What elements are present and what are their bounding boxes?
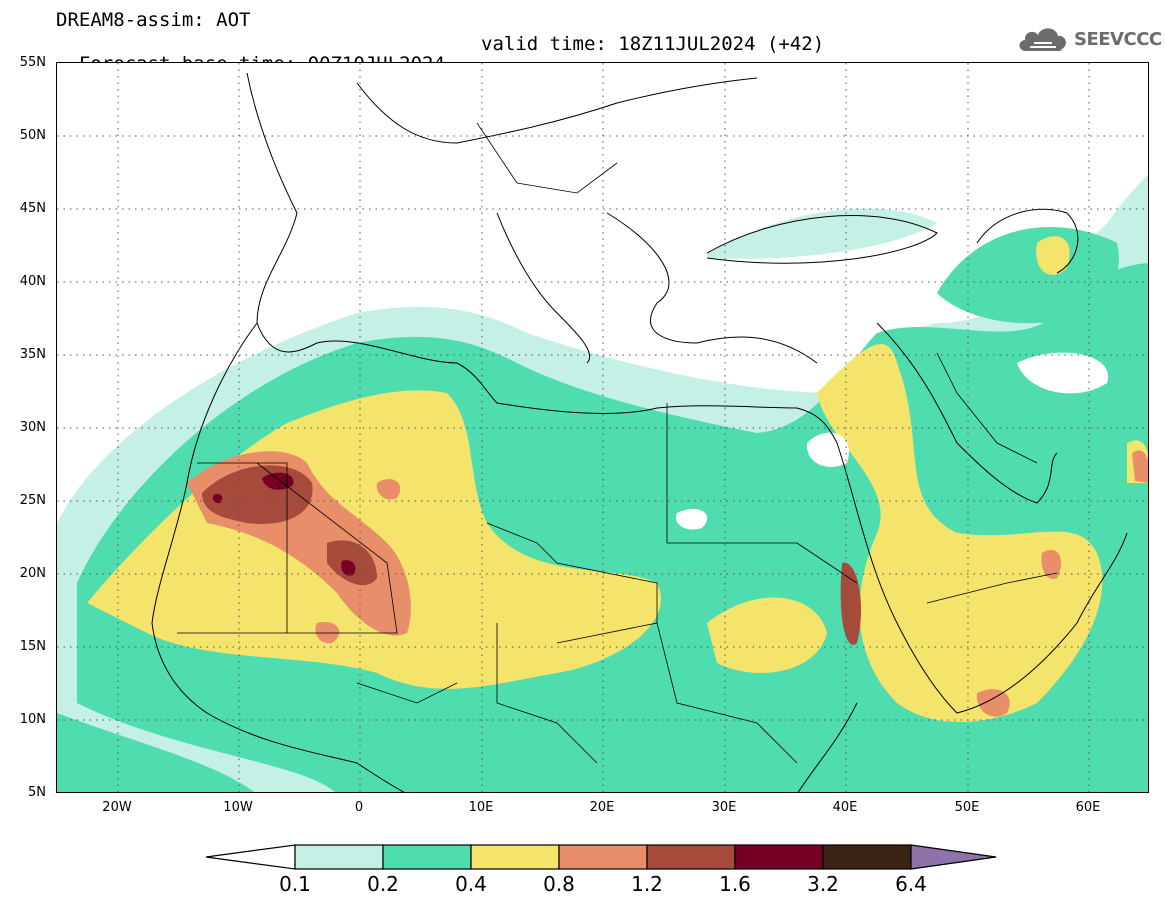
lat-label: 15N <box>19 639 46 654</box>
lat-label: 10N <box>19 712 46 727</box>
legend-colorbar <box>205 843 998 875</box>
lon-label: 10E <box>468 800 494 815</box>
colorbar-swatch <box>470 844 560 870</box>
legend-value: 6.4 <box>895 872 927 896</box>
map-title: DREAM8-assim: AOT <box>56 9 251 31</box>
cloud-icon <box>1019 28 1066 51</box>
lat-label: 45N <box>19 201 46 216</box>
coastlines <box>151 72 1128 792</box>
legend-value: 1.2 <box>631 872 663 896</box>
map-area <box>56 62 1149 793</box>
lat-label: 5N <box>28 785 46 800</box>
lat-label: 40N <box>19 274 46 289</box>
colorbar-over <box>910 844 997 870</box>
valid-time: valid time: 18Z11JUL2024 (+42) <box>481 33 825 55</box>
lat-label: 30N <box>19 420 46 435</box>
legend-value: 0.8 <box>543 872 575 896</box>
colorbar-swatch <box>558 844 648 870</box>
colorbar-swatch <box>822 844 912 870</box>
legend-value: 1.6 <box>719 872 751 896</box>
logo-text: SEEVCCC <box>1074 28 1162 50</box>
colorbar-swatch <box>734 844 824 870</box>
lon-label: 0 <box>354 800 364 815</box>
lon-label: 10W <box>223 800 253 815</box>
lat-label: 50N <box>19 128 46 143</box>
lon-label: 30E <box>711 800 737 815</box>
lon-label: 20E <box>589 800 615 815</box>
lat-label: 55N <box>19 55 46 70</box>
legend-value: 0.1 <box>279 872 311 896</box>
colorbar-swatch <box>646 844 736 870</box>
lat-lon-grid <box>57 63 1148 792</box>
aot-low-regions <box>676 352 1109 530</box>
lat-label: 25N <box>19 493 46 508</box>
colorbar-under <box>205 844 296 870</box>
legend-value: 0.2 <box>367 872 399 896</box>
lon-label: 20W <box>102 800 132 815</box>
seevccc-logo: SEEVCCC <box>1016 22 1162 56</box>
legend-value: 3.2 <box>807 872 839 896</box>
lat-label: 35N <box>19 347 46 362</box>
colorbar-swatch <box>294 844 384 870</box>
colorbar-swatch <box>382 844 472 870</box>
lat-label: 20N <box>19 566 46 581</box>
legend-value: 0.4 <box>455 872 487 896</box>
country-borders <box>177 122 1058 764</box>
aot-map <box>57 63 1148 792</box>
lon-label: 50E <box>954 800 980 815</box>
lon-label: 40E <box>832 800 858 815</box>
lon-label: 60E <box>1075 800 1101 815</box>
